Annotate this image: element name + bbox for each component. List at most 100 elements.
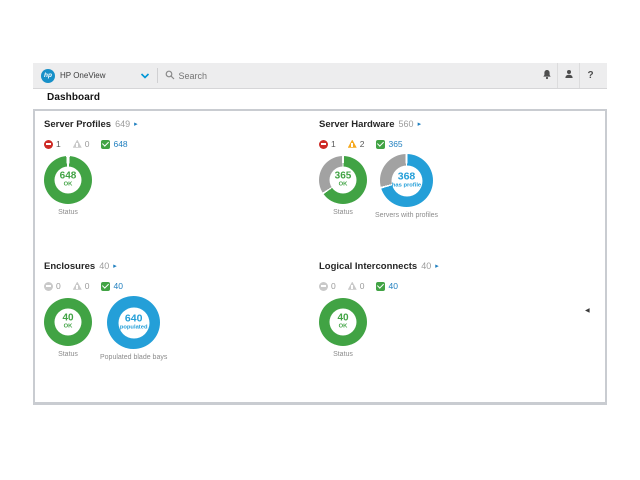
exclamation-glyph — [351, 285, 353, 289]
donut-value: 365 — [334, 170, 352, 182]
donut-label: Status — [58, 209, 78, 216]
exclamation-glyph — [76, 285, 78, 289]
donut-status[interactable]: 365 OK Status — [319, 156, 367, 216]
donut-center: 640 populated — [118, 307, 150, 338]
ok-icon — [101, 139, 111, 149]
count-value: 2 — [359, 139, 365, 149]
ok-icon — [376, 139, 386, 149]
count-value: 0 — [84, 281, 90, 291]
panel-total-count: 560 — [398, 119, 414, 129]
collapse-panel-arrow-icon[interactable]: ◀ — [585, 308, 590, 314]
panel-header-link-server-hardware[interactable]: Server Hardware 560 ▸ — [319, 119, 605, 130]
chevron-right-icon: ▸ — [113, 263, 117, 270]
donut-row: 648 OK Status — [44, 156, 319, 216]
help-icon: ? — [587, 70, 594, 81]
status-counts: 0 0 40 — [319, 281, 605, 291]
count-value: 0 — [331, 281, 336, 291]
check-glyph — [376, 139, 384, 147]
donut-center: 648 OK — [54, 166, 82, 194]
count-link-ok[interactable]: 40 — [376, 281, 398, 291]
panel-title: Server Profiles — [44, 119, 112, 130]
panel-enclosures: Enclosures 40 ▸ 0 0 40 40 OK Status 640 populated P… — [44, 261, 319, 402]
count-link-error[interactable]: 0 — [319, 281, 336, 291]
count-value: 1 — [56, 139, 61, 149]
count-link-error[interactable]: 1 — [319, 139, 336, 149]
search-icon — [165, 67, 175, 85]
count-value: 40 — [388, 281, 398, 291]
count-value: 40 — [113, 281, 123, 291]
minus-glyph — [46, 285, 51, 287]
oneview-window: hp HP OneView ? Da — [33, 63, 607, 405]
count-link-ok[interactable]: 40 — [101, 281, 123, 291]
donut-center: 40 OK — [54, 308, 82, 336]
chevron-right-icon: ▸ — [435, 263, 439, 270]
dashboard-content: Server Profiles 649 ▸ 1 0 648 648 OK Status Serve… — [33, 109, 607, 405]
search-input[interactable] — [178, 70, 499, 81]
check-glyph — [376, 281, 384, 289]
donut-chart: 40 OK — [319, 298, 367, 346]
donut-label: Status — [333, 351, 353, 358]
panel-server-hardware: Server Hardware 560 ▸ 1 2 365 365 OK Status 368 ha… — [319, 119, 605, 261]
donut-populated-blade-bays[interactable]: 640 populated Populated blade bays — [100, 296, 167, 361]
donut-row: 40 OK Status — [319, 298, 605, 358]
status-counts: 0 0 40 — [44, 281, 319, 291]
count-value: 648 — [113, 139, 128, 149]
panel-header-link-enclosures[interactable]: Enclosures 40 ▸ — [44, 261, 319, 272]
count-value: 365 — [388, 139, 403, 149]
count-link-warning[interactable]: 0 — [72, 281, 90, 291]
help-button[interactable]: ? — [579, 63, 601, 88]
donut-row: 40 OK Status 640 populated Populated blade ba… — [44, 296, 319, 361]
donut-status[interactable]: 648 OK Status — [44, 156, 92, 216]
count-link-ok[interactable]: 648 — [101, 139, 128, 149]
exclamation-glyph — [76, 143, 78, 147]
count-link-error[interactable]: 0 — [44, 281, 61, 291]
notifications-button[interactable] — [536, 63, 557, 88]
donut-sublabel: has profile — [391, 182, 422, 189]
donut-chart: 640 populated — [107, 296, 161, 349]
count-link-error[interactable]: 1 — [44, 139, 61, 149]
count-link-warning[interactable]: 0 — [347, 281, 365, 291]
user-icon — [564, 69, 574, 82]
user-menu-button[interactable] — [557, 63, 579, 88]
count-value: 0 — [359, 281, 365, 291]
donut-sublabel: populated — [119, 324, 148, 331]
panel-logical-interconnects: Logical Interconnects 40 ▸ 0 0 40 40 OK Status — [319, 261, 605, 402]
donut-center: 368 has profile — [391, 165, 423, 196]
topbar-actions: ? — [536, 63, 601, 88]
page-title: Dashboard — [47, 92, 101, 103]
app-menu-chevron-down-icon[interactable] — [140, 72, 150, 80]
status-counts: 1 0 648 — [44, 139, 319, 149]
check-glyph — [101, 281, 109, 289]
count-link-warning[interactable]: 0 — [72, 139, 89, 149]
panel-header-link-server-profiles[interactable]: Server Profiles 649 ▸ — [44, 119, 319, 130]
nav-row: Dashboard — [33, 89, 607, 106]
donut-status[interactable]: 40 OK Status — [44, 298, 92, 358]
donut-row: 365 OK Status 368 has profile Servers with pr… — [319, 154, 605, 219]
topbar-divider — [156, 68, 158, 83]
error-icon — [44, 281, 53, 291]
bell-icon — [542, 69, 552, 83]
panel-header-link-logical-interconnects[interactable]: Logical Interconnects 40 ▸ — [319, 261, 605, 272]
donut-status[interactable]: 40 OK Status — [319, 298, 367, 358]
exclamation-glyph — [351, 143, 353, 147]
panel-title: Enclosures — [44, 261, 96, 272]
donut-chart: 648 OK — [44, 156, 92, 204]
donut-value: 40 — [62, 312, 74, 324]
donut-value: 648 — [59, 170, 77, 182]
minus-glyph — [321, 143, 326, 145]
ok-icon — [101, 281, 111, 291]
chevron-right-icon: ▸ — [134, 121, 138, 128]
search-box[interactable] — [165, 67, 536, 85]
donut-sublabel: OK — [338, 181, 348, 188]
error-icon — [319, 281, 328, 291]
panel-total-count: 40 — [99, 261, 110, 271]
error-icon — [319, 139, 328, 149]
panel-title: Logical Interconnects — [319, 261, 418, 272]
donut-chart: 40 OK — [44, 298, 92, 346]
donut-sublabel: OK — [338, 323, 348, 330]
error-icon — [44, 139, 53, 149]
top-bar: hp HP OneView ? — [33, 63, 607, 89]
donut-servers-with-profiles[interactable]: 368 has profile Servers with profiles — [375, 154, 438, 219]
count-link-warning[interactable]: 2 — [347, 139, 365, 149]
count-link-ok[interactable]: 365 — [376, 139, 403, 149]
